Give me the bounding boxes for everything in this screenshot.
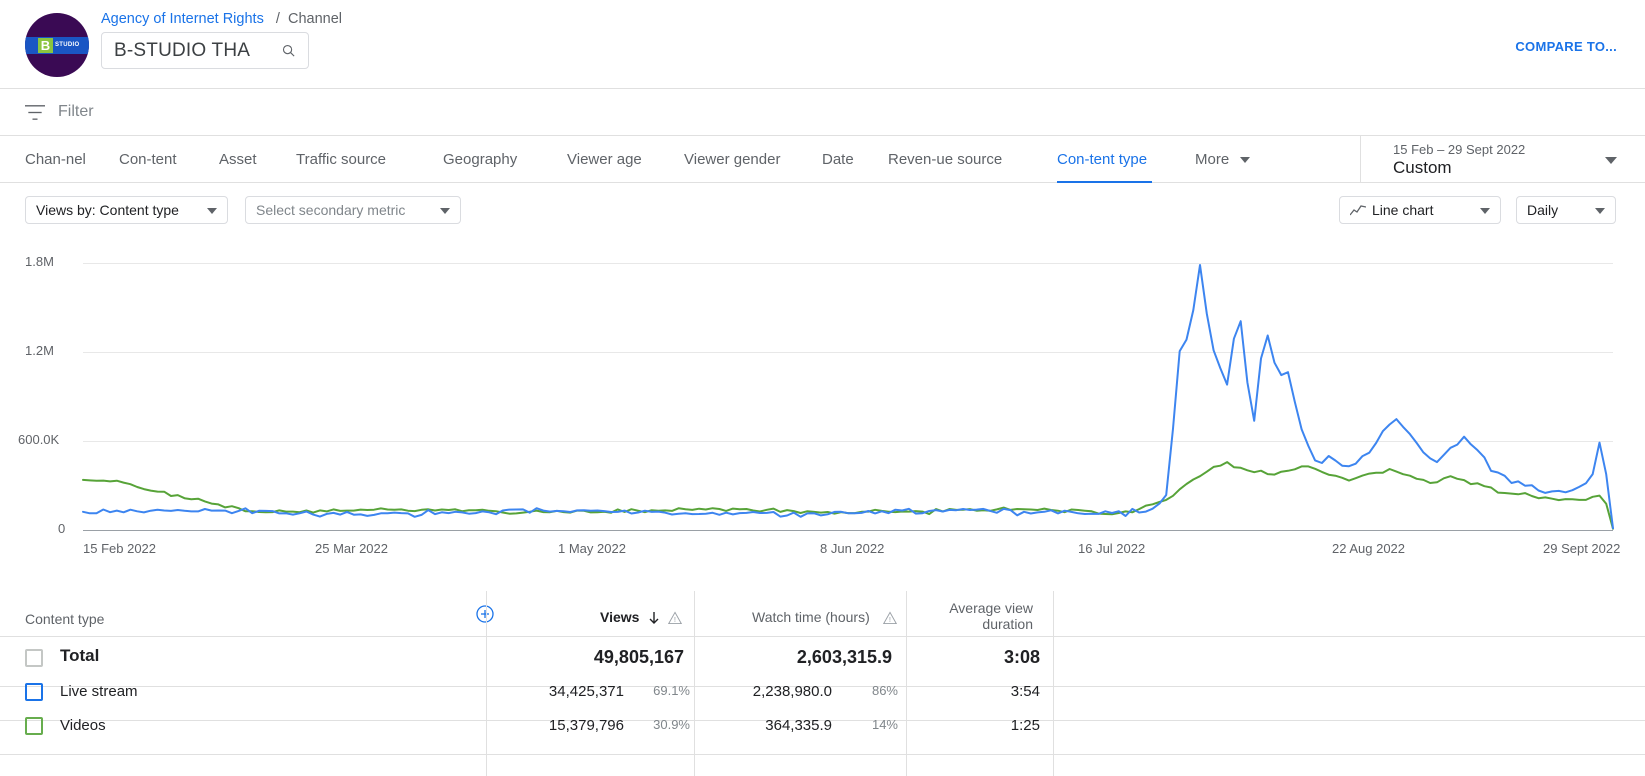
svg-text:!: ! bbox=[889, 615, 891, 624]
svg-text:!: ! bbox=[674, 615, 676, 624]
